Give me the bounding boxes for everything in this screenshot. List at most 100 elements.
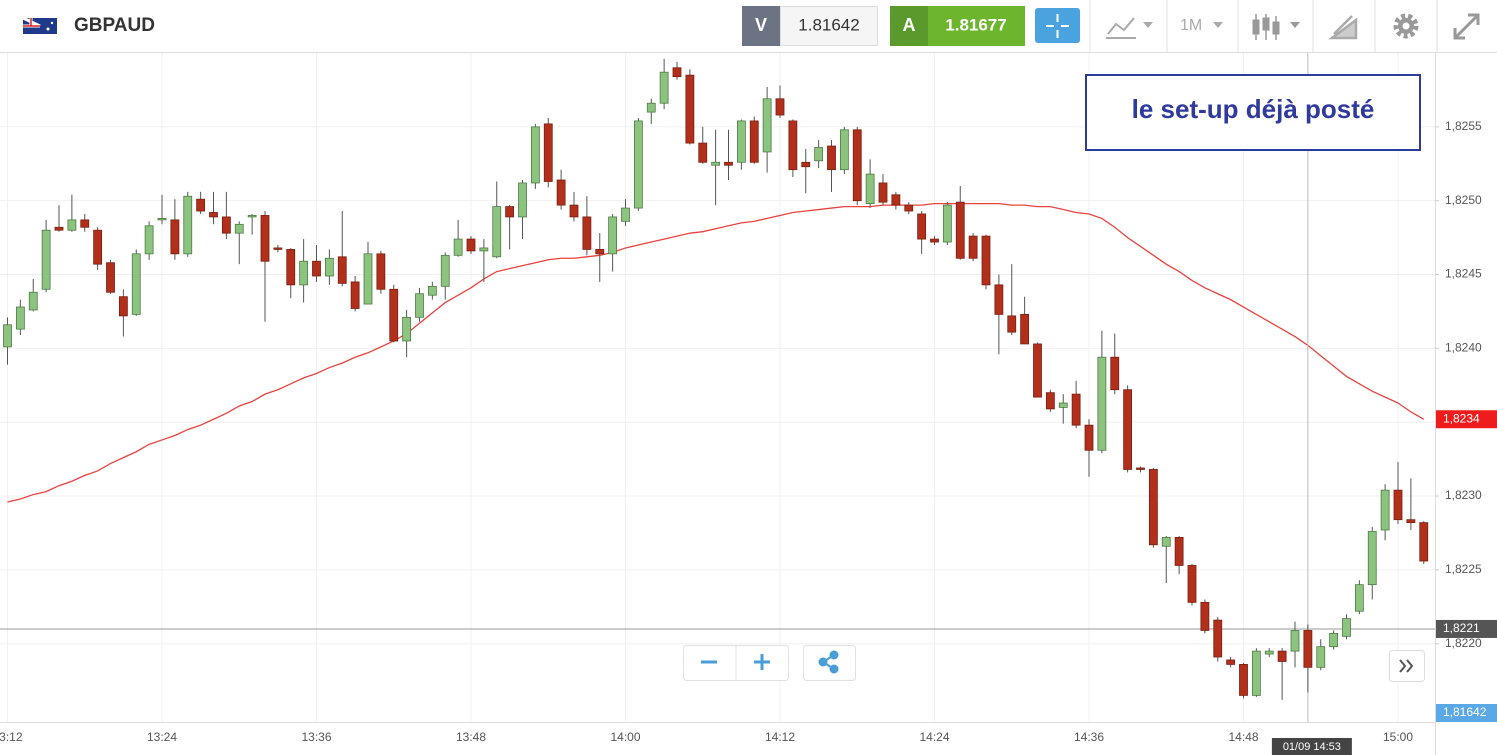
candle-body [1380, 489, 1390, 531]
candle-body [1058, 402, 1068, 408]
candle-body [144, 225, 154, 255]
crosshair-time: 01/09 14:53 [1283, 741, 1341, 753]
candle-body [453, 238, 463, 256]
crosshair-button[interactable] [1035, 8, 1080, 43]
annotation: le set-up déjà posté [1132, 94, 1375, 124]
candle-body [337, 256, 347, 284]
candle-body [234, 223, 244, 234]
chart-type-button[interactable] [1106, 17, 1153, 39]
candle-body [1045, 392, 1055, 410]
symbol: GBPAUD [74, 15, 155, 36]
scroll-end-button[interactable] [1389, 650, 1425, 682]
candle-body [1033, 343, 1042, 398]
candle-body [80, 219, 90, 228]
candle-body [891, 194, 901, 206]
candle-body [814, 147, 824, 162]
candle-body [698, 142, 708, 163]
fullscreen-button[interactable] [1453, 13, 1480, 40]
candle-body [646, 102, 656, 113]
x-tick-label: 15:00 [1383, 730, 1413, 744]
ask-button[interactable] [890, 6, 928, 46]
ask-label: A [903, 15, 916, 35]
candle-body [1200, 601, 1210, 631]
candle-body [942, 204, 952, 243]
candle-body [350, 281, 360, 309]
candle-body [711, 161, 721, 166]
candle-body [1290, 630, 1300, 652]
candle-body [157, 218, 167, 221]
candle-body [955, 201, 965, 259]
y-tick-label: 1,8245 [1445, 267, 1482, 281]
candle-body [1136, 467, 1145, 470]
candle-body [981, 235, 991, 286]
candle-body [376, 253, 386, 290]
candle-body [1367, 531, 1377, 586]
zoom-in-button[interactable] [754, 654, 770, 670]
candle-body [1084, 424, 1094, 451]
ma-tag: 1,8234 [1443, 411, 1480, 425]
separators [1089, 0, 1438, 52]
candle-body [543, 123, 553, 182]
share-button[interactable] [818, 650, 839, 674]
bid-button[interactable] [742, 6, 780, 46]
candle-body [518, 182, 527, 218]
candle-body [930, 238, 939, 243]
moving-average [7, 202, 1425, 503]
x-tick-label: 14:24 [919, 730, 949, 744]
candle-body [1187, 565, 1197, 603]
candle-body [1161, 536, 1171, 547]
candle-body [633, 120, 643, 209]
settings-button[interactable] [1393, 13, 1419, 39]
candle-body [324, 257, 334, 277]
candle-body [170, 219, 180, 255]
candle-body [1354, 584, 1364, 612]
ma-tag-bg [1436, 410, 1497, 429]
y-tick-label: 1,8225 [1445, 562, 1482, 576]
candle-body [427, 285, 437, 296]
timeframe[interactable]: 1M [1180, 17, 1202, 34]
candle-body [968, 235, 978, 259]
candle-body [131, 253, 141, 315]
annotation-box [1085, 74, 1421, 151]
candle-body [801, 161, 811, 168]
candle-body [556, 179, 566, 206]
flag-icon [22, 16, 57, 34]
candle-body [1342, 618, 1351, 637]
candle-body [1277, 650, 1287, 662]
candle-body [1316, 646, 1326, 668]
ask-box [928, 6, 1025, 46]
candle-body [440, 254, 450, 287]
x-tick-label: 13:24 [147, 730, 177, 744]
candle-body [209, 212, 218, 218]
candle-body [41, 229, 51, 290]
crosshair-time-bg [1271, 738, 1352, 755]
bid-tag: 1,81642 [1443, 705, 1487, 719]
header: GBPAUD V 1.81642 A 1.81677 1M [0, 0, 1497, 53]
y-tick-label: 1,8255 [1445, 119, 1482, 133]
bid-box [780, 6, 878, 46]
candle-body [466, 238, 476, 252]
candle-body [1148, 469, 1158, 546]
candle-body [994, 284, 1004, 315]
candle-body [724, 161, 733, 166]
candle-body [312, 260, 321, 277]
candle-body [54, 226, 64, 231]
x-tick-label: 13:12 [0, 730, 23, 744]
candle-body [1226, 659, 1236, 665]
draw-button[interactable] [1328, 15, 1358, 40]
overlay: le set-up déjà posté [683, 74, 1425, 682]
candle-body [827, 145, 836, 171]
x-tick-label: 14:00 [610, 730, 640, 744]
candle-body [221, 216, 231, 234]
candle-body [402, 316, 412, 342]
y-tick-label: 1,8220 [1445, 636, 1482, 650]
candle-body [273, 247, 283, 250]
candle-body [247, 215, 257, 218]
scroll-end-icon [1399, 659, 1414, 673]
bid-label: V [755, 15, 767, 35]
candle-type-button[interactable] [1252, 14, 1300, 40]
y-tick-label: 1,8240 [1445, 341, 1482, 355]
candle-body [595, 249, 605, 255]
candle-body [492, 206, 502, 258]
